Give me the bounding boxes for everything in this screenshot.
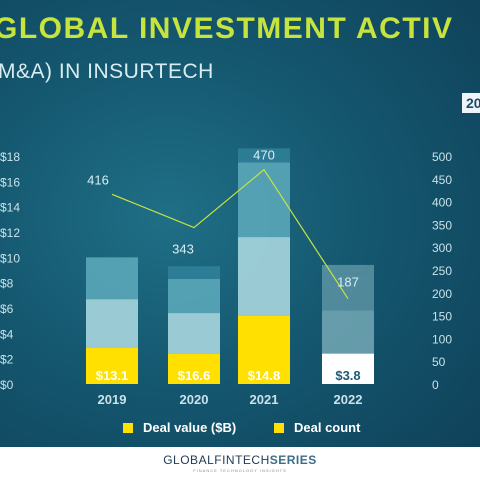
bar-segment: [168, 313, 220, 354]
bar-segment: [238, 162, 290, 238]
bar-2022: $3.8: [322, 264, 374, 384]
bar-2021: $14.8: [238, 148, 290, 384]
x-tick-label: 2021: [250, 392, 279, 407]
x-axis: 2019 2020 2021 2022: [98, 392, 363, 407]
bar-segment: [322, 264, 374, 274]
bar-value-label: $16.6: [178, 368, 211, 383]
right-tick-label: 200: [432, 287, 452, 301]
right-tick-label: 250: [432, 264, 452, 278]
bar-2019: $13.1: [86, 257, 138, 384]
left-tick-label: $2: [0, 353, 14, 367]
legend-item-deal-value: Deal value ($B): [123, 420, 236, 435]
left-tick-label: $4: [0, 327, 14, 341]
bar-segment: [322, 310, 374, 354]
bar-segment: [238, 315, 290, 384]
bar-segment: [168, 353, 220, 384]
right-tick-label: 400: [432, 196, 452, 210]
bar-value-label: $14.8: [248, 368, 281, 383]
left-tick-label: $8: [0, 277, 14, 291]
left-tick-label: $0: [0, 378, 14, 392]
bar-segment: [238, 237, 290, 316]
left-tick-label: $10: [0, 251, 20, 265]
bar-segment: [86, 347, 138, 384]
x-tick-label: 2019: [98, 392, 127, 407]
right-tick-label: 350: [432, 218, 452, 232]
right-tick-label: 50: [432, 355, 446, 369]
title-line-1: GLOBAL INVESTMENT ACTIV: [0, 12, 454, 45]
bar-value-label: $13.1: [96, 368, 129, 383]
legend-label-deal-count: Deal count: [294, 420, 361, 435]
x-tick-label: 2020: [180, 392, 209, 407]
footer: GLOBALFINTECHSERIES FINANCE TECHNOLOGY I…: [0, 447, 480, 480]
right-tick-label: 450: [432, 173, 452, 187]
right-tick-label: 150: [432, 310, 452, 324]
bar-segment: [238, 148, 290, 163]
bar-series: $13.1 $16.6 $14.8 $3.8: [86, 148, 374, 384]
right-axis: 0 50 100 150 200 250 300 350 400 450 500: [432, 150, 452, 392]
footer-tagline: FINANCE TECHNOLOGY INSIGHTS: [193, 468, 287, 473]
deal-count-label: 470: [253, 148, 275, 163]
right-tick-label: 500: [432, 150, 452, 164]
footer-logo-part2: SERIES: [269, 453, 317, 467]
left-tick-label: $18: [0, 150, 20, 164]
bar-segment: [86, 299, 138, 348]
deal-count-label: 343: [172, 242, 194, 257]
bar-segment: [168, 278, 220, 314]
investment-chart: $0 $2 $4 $6 $8 $10 $12 $14 $16 $18 0 50 100 150 200 25…: [0, 148, 452, 407]
bar-2020: $16.6: [168, 266, 220, 384]
deal-count-line: [111, 168, 349, 300]
left-tick-label: $12: [0, 226, 20, 240]
deal-count-label: 187: [337, 275, 359, 290]
left-tick-label: $14: [0, 201, 20, 215]
bar-segment: [168, 266, 220, 279]
x-tick-label: 2022: [334, 392, 363, 407]
deal-count-label: 416: [87, 172, 109, 187]
deal-count-series: 416 343 470 187: [87, 148, 359, 300]
bar-segment: [322, 273, 374, 311]
right-tick-label: 100: [432, 332, 452, 346]
bar-segment: [322, 353, 374, 384]
legend-swatch-deal-value: [123, 422, 133, 433]
left-tick-label: $6: [0, 302, 14, 316]
legend: Deal value ($B) Deal count: [0, 420, 480, 438]
left-axis: $0 $2 $4 $6 $8 $10 $12 $14 $16 $18: [0, 150, 20, 392]
year-badge: 20: [462, 93, 480, 113]
right-tick-label: 300: [432, 241, 452, 255]
legend-label-deal-value: Deal value ($B): [143, 420, 237, 435]
left-tick-label: $16: [0, 175, 20, 189]
title-line-2: M&A) IN INSURTECH: [0, 60, 214, 83]
bar-segment: [86, 257, 138, 300]
footer-logo: GLOBALFINTECHSERIES: [0, 453, 480, 467]
legend-item-deal-count: Deal count: [274, 420, 360, 435]
legend-swatch-deal-count: [274, 422, 284, 433]
right-tick-label: 0: [432, 378, 439, 392]
bar-value-label: $3.8: [335, 368, 360, 383]
footer-logo-part1: GLOBALFINTECH: [163, 453, 270, 467]
